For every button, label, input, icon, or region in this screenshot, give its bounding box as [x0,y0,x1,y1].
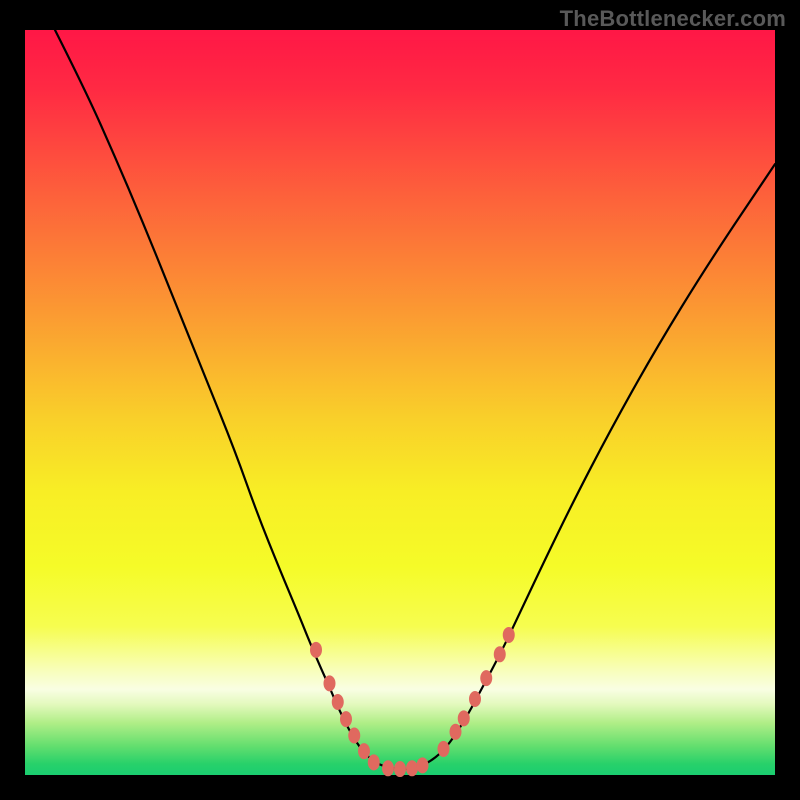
curve-marker [340,711,352,727]
curve-marker [417,757,429,773]
curve-marker [394,761,406,777]
curve-marker [310,642,322,658]
curve-marker [494,646,506,662]
curve-marker [382,760,394,776]
curve-marker [450,724,462,740]
curve-marker [348,728,360,744]
curve-marker [332,694,344,710]
watermark-text: TheBottlenecker.com [560,6,786,32]
chart-svg [0,0,800,800]
curve-marker [368,754,380,770]
curve-marker [406,760,418,776]
curve-marker [438,741,450,757]
curve-marker [469,691,481,707]
curve-marker [358,743,370,759]
curve-marker [458,710,470,726]
curve-marker [324,675,336,691]
curve-marker [480,670,492,686]
gradient-plot-area [25,30,775,775]
curve-marker [503,627,515,643]
bottleneck-chart: TheBottlenecker.com [0,0,800,800]
